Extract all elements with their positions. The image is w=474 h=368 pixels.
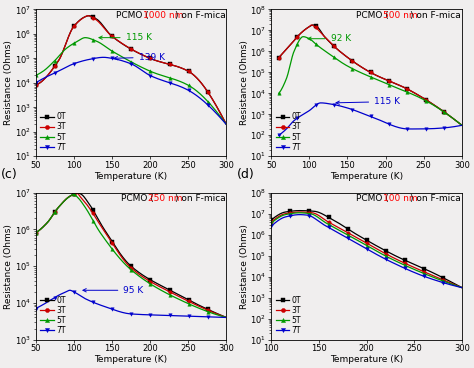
Text: PCMO (: PCMO (: [356, 194, 389, 203]
X-axis label: Temperature (K): Temperature (K): [330, 355, 403, 364]
Text: (d): (d): [237, 168, 255, 181]
Text: ) on F-mica: ) on F-mica: [410, 194, 461, 203]
Text: PCMO (: PCMO (: [116, 11, 149, 20]
X-axis label: Temperature (K): Temperature (K): [94, 171, 167, 181]
Text: PCMO (: PCMO (: [120, 194, 154, 203]
Text: 500 nm: 500 nm: [383, 11, 418, 20]
Text: 250 nm: 250 nm: [148, 194, 182, 203]
Legend: 0T, 3T, 5T, 7T: 0T, 3T, 5T, 7T: [275, 295, 302, 336]
Y-axis label: Resistance (Ohms): Resistance (Ohms): [4, 224, 13, 308]
Text: PCMO (: PCMO (: [356, 11, 389, 20]
Text: 95 K: 95 K: [83, 286, 144, 295]
Text: 115 K: 115 K: [99, 33, 152, 42]
Text: 100 nm: 100 nm: [383, 194, 418, 203]
X-axis label: Temperature (K): Temperature (K): [94, 355, 167, 364]
Text: (c): (c): [1, 168, 18, 181]
Y-axis label: Resistance (Ohms): Resistance (Ohms): [240, 224, 249, 308]
Text: ) on F-mica: ) on F-mica: [410, 11, 461, 20]
Legend: 0T, 3T, 5T, 7T: 0T, 3T, 5T, 7T: [39, 295, 66, 336]
Legend: 0T, 3T, 5T, 7T: 0T, 3T, 5T, 7T: [275, 112, 302, 152]
Text: 139 K: 139 K: [114, 53, 164, 62]
Text: 92 K: 92 K: [308, 34, 351, 43]
X-axis label: Temperature (K): Temperature (K): [330, 171, 403, 181]
Y-axis label: Resistance (Ohms): Resistance (Ohms): [240, 40, 249, 125]
Text: ) on F-mica: ) on F-mica: [175, 194, 226, 203]
Text: 1000 nm: 1000 nm: [143, 11, 183, 20]
Text: ) on F-mica: ) on F-mica: [175, 11, 226, 20]
Text: 115 K: 115 K: [336, 97, 400, 106]
Legend: 0T, 3T, 5T, 7T: 0T, 3T, 5T, 7T: [39, 112, 66, 152]
Y-axis label: Resistance (Ohms): Resistance (Ohms): [4, 40, 13, 125]
